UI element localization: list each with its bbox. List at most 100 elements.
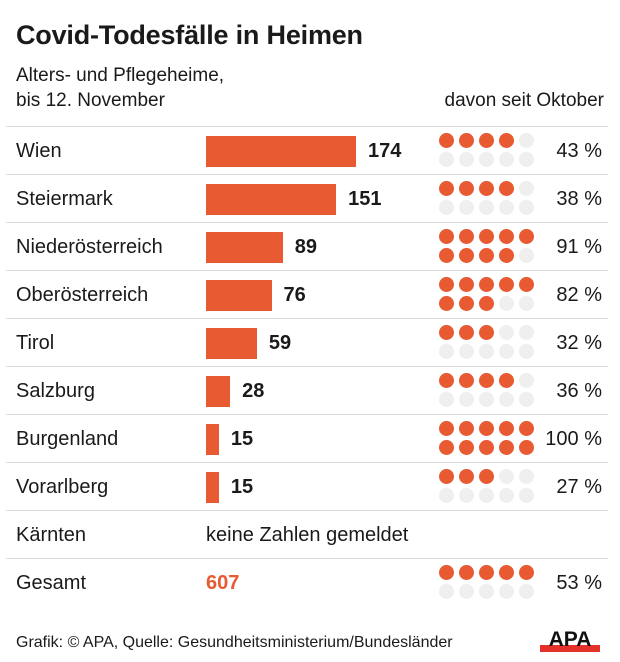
secondary-column-header: davon seit Oktober xyxy=(444,90,604,111)
dot-empty xyxy=(439,488,454,503)
dot-empty xyxy=(519,200,534,215)
dot-empty xyxy=(499,488,514,503)
dot-filled xyxy=(439,325,454,340)
dot-empty xyxy=(459,584,474,599)
dot-filled xyxy=(459,296,474,311)
dot-filled xyxy=(479,469,494,484)
bar xyxy=(206,232,283,263)
table-row: Tirol 59 32 % xyxy=(6,318,608,366)
source-credit: Grafik: © APA, Quelle: Gesundheitsminist… xyxy=(16,634,453,651)
value-label: 89 xyxy=(294,236,317,258)
dot-filled xyxy=(499,181,514,196)
dot-empty xyxy=(479,392,494,407)
dot-filled xyxy=(479,229,494,244)
dot-empty xyxy=(479,344,494,359)
dot-filled xyxy=(459,133,474,148)
state-label: Burgenland xyxy=(16,428,119,450)
dot-empty xyxy=(499,296,514,311)
dot-empty xyxy=(439,152,454,167)
value-label: 59 xyxy=(268,332,292,354)
dot-filled xyxy=(439,133,454,148)
share-label: 53 % xyxy=(556,572,602,594)
dot-filled xyxy=(519,277,534,292)
dot-empty xyxy=(459,392,474,407)
share-label: 100 % xyxy=(545,428,602,450)
value-label: 15 xyxy=(230,476,254,498)
state-label: Tirol xyxy=(16,332,55,354)
dot-filled xyxy=(439,373,454,388)
dot-empty xyxy=(439,584,454,599)
dot-empty xyxy=(499,200,514,215)
dot-empty xyxy=(519,392,534,407)
dot-filled xyxy=(479,421,494,436)
bar xyxy=(206,472,219,503)
dot-grid xyxy=(432,133,534,169)
dot-empty xyxy=(479,584,494,599)
dot-empty xyxy=(479,488,494,503)
table-row: Burgenland 15 100 % xyxy=(6,414,608,462)
dot-filled xyxy=(519,421,534,436)
dot-filled xyxy=(459,277,474,292)
dot-filled xyxy=(439,229,454,244)
dot-filled xyxy=(479,373,494,388)
dot-filled xyxy=(459,373,474,388)
dot-empty xyxy=(519,584,534,599)
dot-filled xyxy=(439,469,454,484)
state-label: Steiermark xyxy=(16,188,113,210)
dot-filled xyxy=(499,229,514,244)
dot-grid xyxy=(432,325,534,361)
dot-filled xyxy=(439,277,454,292)
value-label: 174 xyxy=(368,140,402,162)
dot-filled xyxy=(499,277,514,292)
dot-filled xyxy=(479,277,494,292)
dot-empty xyxy=(439,200,454,215)
dot-empty xyxy=(459,200,474,215)
dot-empty xyxy=(499,392,514,407)
dot-empty xyxy=(499,325,514,340)
dot-grid xyxy=(432,229,534,265)
value-label: 28 xyxy=(242,380,265,402)
table-row: Oberösterreich 76 82 % xyxy=(6,270,608,318)
dot-filled xyxy=(499,440,514,455)
dot-filled xyxy=(459,421,474,436)
dot-filled xyxy=(439,181,454,196)
bar xyxy=(206,328,257,359)
dot-empty xyxy=(519,181,534,196)
dot-filled xyxy=(479,565,494,580)
dot-filled xyxy=(479,296,494,311)
chart-rows: Wien 174 43 % Steiermark 151 38 % Niederösterr… xyxy=(6,126,608,606)
bar xyxy=(206,376,231,407)
dot-filled xyxy=(439,248,454,263)
dot-empty xyxy=(439,344,454,359)
dot-filled xyxy=(499,421,514,436)
table-row: Wien 174 43 % xyxy=(6,126,608,174)
dot-grid xyxy=(432,469,534,505)
share-label: 32 % xyxy=(556,332,602,354)
dot-filled xyxy=(459,229,474,244)
dot-empty xyxy=(519,248,534,263)
bar xyxy=(206,424,219,455)
dot-filled xyxy=(499,133,514,148)
dot-filled xyxy=(479,133,494,148)
dot-empty xyxy=(499,584,514,599)
share-label: 38 % xyxy=(556,188,602,210)
svg-text:APA: APA xyxy=(549,628,592,651)
value-label: 151 xyxy=(348,188,382,210)
dot-empty xyxy=(519,152,534,167)
dot-grid xyxy=(432,277,534,313)
dot-filled xyxy=(519,440,534,455)
table-row: Niederösterreich 89 91 % xyxy=(6,222,608,270)
state-label: Niederösterreich xyxy=(16,236,163,258)
no-data-note: keine Zahlen gemeldet xyxy=(206,524,409,546)
dot-filled xyxy=(459,325,474,340)
dot-filled xyxy=(499,373,514,388)
dot-filled xyxy=(519,229,534,244)
dot-grid xyxy=(432,421,534,457)
share-label: 36 % xyxy=(556,380,602,402)
dot-empty xyxy=(519,325,534,340)
chart-title: Covid-Todesfälle in Heimen xyxy=(16,20,363,50)
state-label: Wien xyxy=(16,140,62,162)
dot-filled xyxy=(459,440,474,455)
dot-filled xyxy=(479,325,494,340)
bar xyxy=(206,184,337,215)
